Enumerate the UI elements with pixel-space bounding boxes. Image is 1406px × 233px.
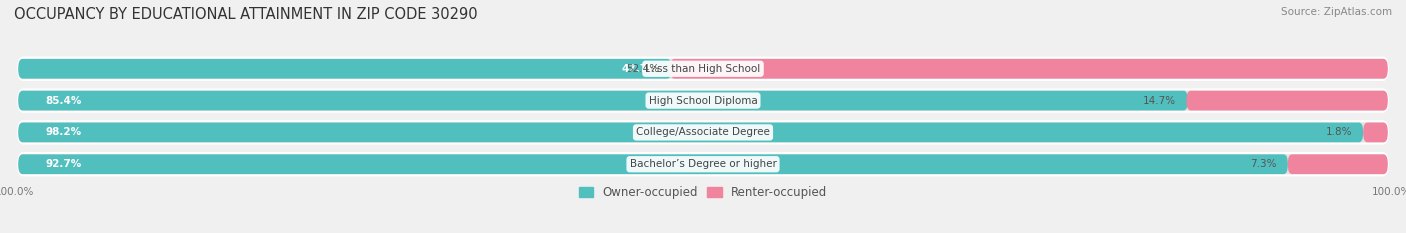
Legend: Owner-occupied, Renter-occupied: Owner-occupied, Renter-occupied (579, 186, 827, 199)
FancyBboxPatch shape (1187, 91, 1388, 110)
Text: 52.4%: 52.4% (626, 64, 659, 74)
Text: High School Diploma: High School Diploma (648, 96, 758, 106)
Text: 92.7%: 92.7% (46, 159, 82, 169)
FancyBboxPatch shape (18, 123, 1364, 142)
Text: Source: ZipAtlas.com: Source: ZipAtlas.com (1281, 7, 1392, 17)
FancyBboxPatch shape (18, 58, 1388, 80)
Text: 47.7%: 47.7% (621, 64, 658, 74)
FancyBboxPatch shape (671, 59, 1388, 79)
FancyBboxPatch shape (1364, 123, 1388, 142)
FancyBboxPatch shape (18, 91, 1188, 110)
FancyBboxPatch shape (1288, 154, 1388, 174)
FancyBboxPatch shape (18, 154, 1288, 174)
Text: 1.8%: 1.8% (1326, 127, 1353, 137)
Text: College/Associate Degree: College/Associate Degree (636, 127, 770, 137)
FancyBboxPatch shape (18, 121, 1388, 144)
Text: 98.2%: 98.2% (46, 127, 82, 137)
FancyBboxPatch shape (18, 89, 1388, 112)
Text: OCCUPANCY BY EDUCATIONAL ATTAINMENT IN ZIP CODE 30290: OCCUPANCY BY EDUCATIONAL ATTAINMENT IN Z… (14, 7, 478, 22)
Text: 14.7%: 14.7% (1142, 96, 1175, 106)
Text: Less than High School: Less than High School (645, 64, 761, 74)
FancyBboxPatch shape (18, 59, 672, 79)
FancyBboxPatch shape (18, 153, 1388, 175)
Text: 85.4%: 85.4% (46, 96, 82, 106)
Text: Bachelor’s Degree or higher: Bachelor’s Degree or higher (630, 159, 776, 169)
Text: 7.3%: 7.3% (1250, 159, 1277, 169)
